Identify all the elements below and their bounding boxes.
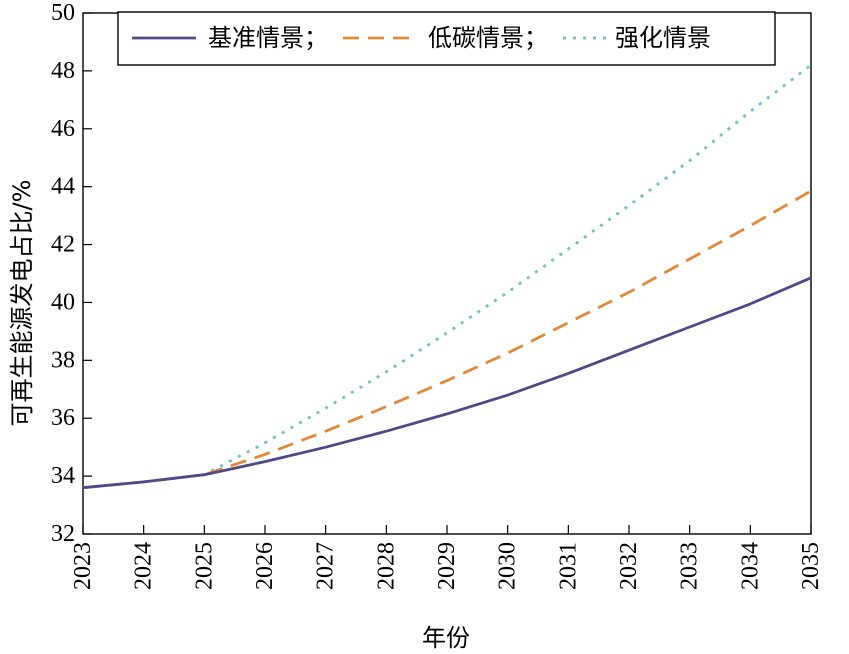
y-tick-label: 34 — [51, 463, 75, 489]
series-line — [82, 189, 812, 490]
x-tick-label: 2030 — [495, 542, 521, 590]
y-tick-label: 50 — [51, 0, 75, 26]
y-axis: 32 34 36 38 40 42 44 46 48 50 — [51, 0, 92, 547]
x-tick-label: 2032 — [616, 542, 642, 590]
legend-label: 强化情景 — [615, 24, 711, 52]
plot-frame — [82, 12, 812, 535]
legend-box — [117, 11, 776, 66]
x-tick-label: 2027 — [313, 542, 339, 590]
y-tick-label: 36 — [51, 405, 75, 431]
x-tick-label: 2035 — [798, 542, 824, 590]
x-axis-title: 年份 — [422, 624, 470, 652]
x-axis: 2023 2024 2025 2026 2027 2028 2029 2030 2031 2032… — [70, 525, 824, 590]
legend-label: 低碳情景； — [428, 24, 548, 52]
plot-area — [82, 12, 812, 535]
y-tick-label: 32 — [51, 521, 75, 547]
y-tick-label: 40 — [51, 289, 75, 315]
y-axis-title: 可再生能源发电占比/% — [8, 180, 36, 427]
series-line — [82, 63, 812, 490]
x-tick-label: 2023 — [70, 542, 96, 590]
x-tick-label: 2033 — [677, 542, 703, 590]
y-tick-label: 46 — [51, 116, 75, 142]
x-tick-label: 2024 — [131, 542, 157, 590]
x-tick-label: 2028 — [373, 542, 399, 590]
series-layer — [82, 63, 812, 490]
x-tick-label: 2031 — [555, 542, 581, 590]
y-tick-label: 48 — [51, 58, 75, 84]
y-tick-label: 42 — [51, 232, 75, 258]
legend: 基准情景； 低碳情景； 强化情景 — [117, 11, 776, 66]
series-line — [82, 276, 812, 490]
y-tick-label: 44 — [51, 174, 75, 200]
x-tick-label: 2026 — [252, 542, 278, 590]
legend-label: 基准情景； — [208, 24, 328, 52]
x-tick-label: 2025 — [191, 542, 217, 590]
y-tick-label: 38 — [51, 347, 75, 373]
x-tick-label: 2029 — [434, 542, 460, 590]
x-tick-label: 2034 — [737, 542, 763, 590]
